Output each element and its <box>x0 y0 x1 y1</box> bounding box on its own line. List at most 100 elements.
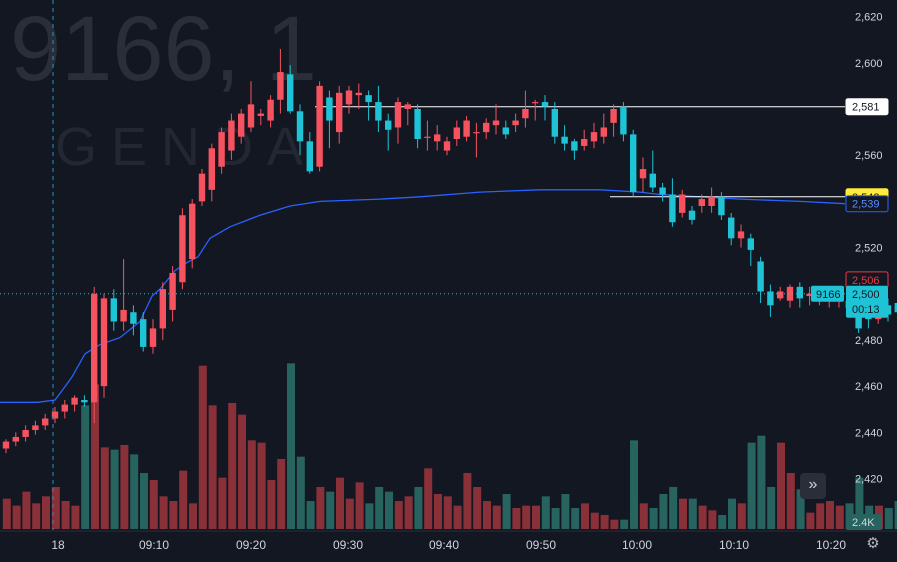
volume-bar <box>336 477 344 529</box>
volume-bar <box>159 496 168 529</box>
x-tick-label: 09:20 <box>236 538 266 552</box>
x-tick-label: 09:10 <box>139 538 169 552</box>
volume-bar <box>110 449 119 529</box>
candle-body <box>414 109 421 140</box>
vwap-line <box>0 189 846 403</box>
volume-tag-label: 2.4K <box>852 517 875 529</box>
price-tag: 2,506 <box>845 271 889 289</box>
candle-body <box>2 441 10 449</box>
volume-bar <box>639 503 648 529</box>
candle-body <box>659 187 666 195</box>
volume-bar <box>375 487 384 529</box>
volume-bar <box>61 501 70 529</box>
candle-body <box>777 291 784 299</box>
volume-bar <box>42 496 50 529</box>
x-tick-label: 09:30 <box>333 538 363 552</box>
scroll-to-realtime-button[interactable]: » <box>800 473 826 499</box>
volume-bar <box>483 501 491 529</box>
candle-body <box>639 169 647 179</box>
volume-bar <box>414 487 423 529</box>
price-axis[interactable]: 2,6202,6002,5802,5602,5402,5202,5002,480… <box>855 12 883 486</box>
candle-body <box>306 141 313 172</box>
volume-bar <box>610 519 619 529</box>
candle-body <box>375 102 382 121</box>
candle-body <box>649 173 656 188</box>
volume-bar <box>179 470 188 529</box>
volume-tag-box <box>846 514 882 530</box>
y-tick-label: 2,520 <box>855 243 883 255</box>
candle-body <box>473 132 480 134</box>
candle-body <box>365 95 372 103</box>
volume-bar <box>688 498 697 529</box>
candle-body <box>208 148 215 190</box>
volume-tag: 2.4K <box>846 514 882 530</box>
volume-bar <box>22 491 31 529</box>
x-tick-label: 18 <box>51 538 65 552</box>
candle-body <box>767 291 774 306</box>
candle-body <box>718 196 725 216</box>
candle-body <box>140 319 147 347</box>
candle-body <box>32 425 39 431</box>
time-axis[interactable]: 18 09:10 09:20 09:30 09:40 09:50 10:00 10:10 10:… <box>0 530 897 552</box>
volume-bar <box>238 414 246 529</box>
volume-bar <box>228 403 237 529</box>
candle-body <box>169 272 176 310</box>
volume-bar <box>277 459 286 529</box>
current-price-box <box>846 285 888 318</box>
price-tag-label: 2,581 <box>852 102 880 114</box>
volume-bar <box>512 508 521 529</box>
watermark-symbol: 9166, 1 <box>10 0 317 100</box>
volume-bar <box>316 487 325 529</box>
watermark-name: GENDA <box>55 117 317 177</box>
candle-body <box>130 312 137 324</box>
volume-bar <box>296 456 305 529</box>
volume-bar <box>522 505 531 529</box>
volume-bar <box>463 473 472 529</box>
candle-body <box>571 141 578 151</box>
candle-body <box>267 99 274 121</box>
volume-bar <box>149 480 158 529</box>
candle-body <box>120 309 127 322</box>
volume-bar <box>835 505 844 529</box>
candle-body <box>179 215 186 283</box>
candle-body <box>463 120 470 137</box>
y-tick-label: 2,620 <box>855 12 883 24</box>
candle-body <box>316 85 323 167</box>
volume-bar <box>884 508 893 529</box>
horizontal-lines[interactable] <box>315 106 845 198</box>
candle-body <box>757 261 764 292</box>
volume-bar <box>130 454 139 529</box>
candle-body <box>581 139 588 146</box>
candle-body <box>355 92 362 96</box>
candle-body <box>747 238 754 250</box>
chart-settings-button[interactable]: ⚙ <box>864 535 882 553</box>
candle-body <box>610 109 617 123</box>
candle-body <box>61 404 68 412</box>
volume-bar <box>169 501 178 529</box>
volume-bar <box>306 501 315 529</box>
price-tag: 2,539 <box>845 195 889 213</box>
candle-body <box>385 120 392 130</box>
candle-body <box>394 102 402 128</box>
volume-bar <box>345 498 354 529</box>
price-tag-label: 2,506 <box>852 275 880 287</box>
candle-body <box>806 293 813 297</box>
volume-bar <box>453 505 462 529</box>
candle-body <box>12 436 19 442</box>
candle-body <box>159 289 166 329</box>
candle-body <box>786 286 794 301</box>
volume-bar <box>767 487 776 529</box>
volume-bar <box>777 442 785 529</box>
volume-bar <box>669 487 678 529</box>
candle-body <box>149 328 157 347</box>
candle-body <box>630 134 637 193</box>
candle-body <box>345 90 353 105</box>
volume-bar <box>424 468 433 529</box>
volume-bar <box>737 503 746 529</box>
candle-body <box>228 120 235 151</box>
volume-bar <box>208 405 217 529</box>
volume-bar <box>198 365 207 529</box>
volume-bar <box>492 505 501 529</box>
